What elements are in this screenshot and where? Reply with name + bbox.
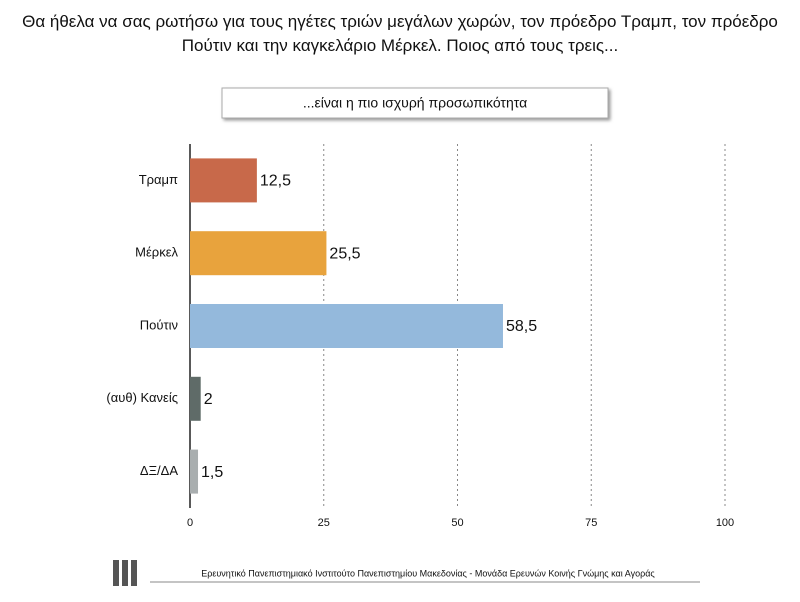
x-tick-label: 75 [585,517,597,529]
subtitle-box [221,87,609,119]
source: Ερευνητικό Πανεπιστημιακό Ινστιτούτο Παν… [201,568,655,578]
y-tick-label: Πούτιν [140,317,178,332]
y-tick-label: Τραμπ [139,172,178,187]
data-label: 58,5 [506,318,537,335]
bar [190,158,257,203]
x-tick-label: 100 [716,517,734,529]
data-label: 2 [204,391,213,408]
data-label: 25,5 [329,245,360,262]
logo [113,560,137,586]
data-label: 1,5 [201,464,223,481]
y-tick-label: Μέρκελ [135,245,178,260]
data-label: 12,5 [260,173,291,190]
x-tick-label: 25 [318,517,330,529]
x-tick-label: 0 [187,517,193,529]
x-tick-label: 50 [451,517,463,529]
bar [190,304,503,348]
chart-title: Θα ήθελα να σας ρωτήσω για τους ηγέτες τ… [22,12,778,55]
y-tick-label: ΔΞ/ΔΑ [140,463,178,478]
y-tick-label: (αυθ) Κανείς [106,390,178,405]
subtitle: ...είναι η πιο ισχυρή προσωπικότητα [303,95,527,111]
bar [190,231,327,276]
bar [190,376,201,421]
bar [190,449,199,494]
